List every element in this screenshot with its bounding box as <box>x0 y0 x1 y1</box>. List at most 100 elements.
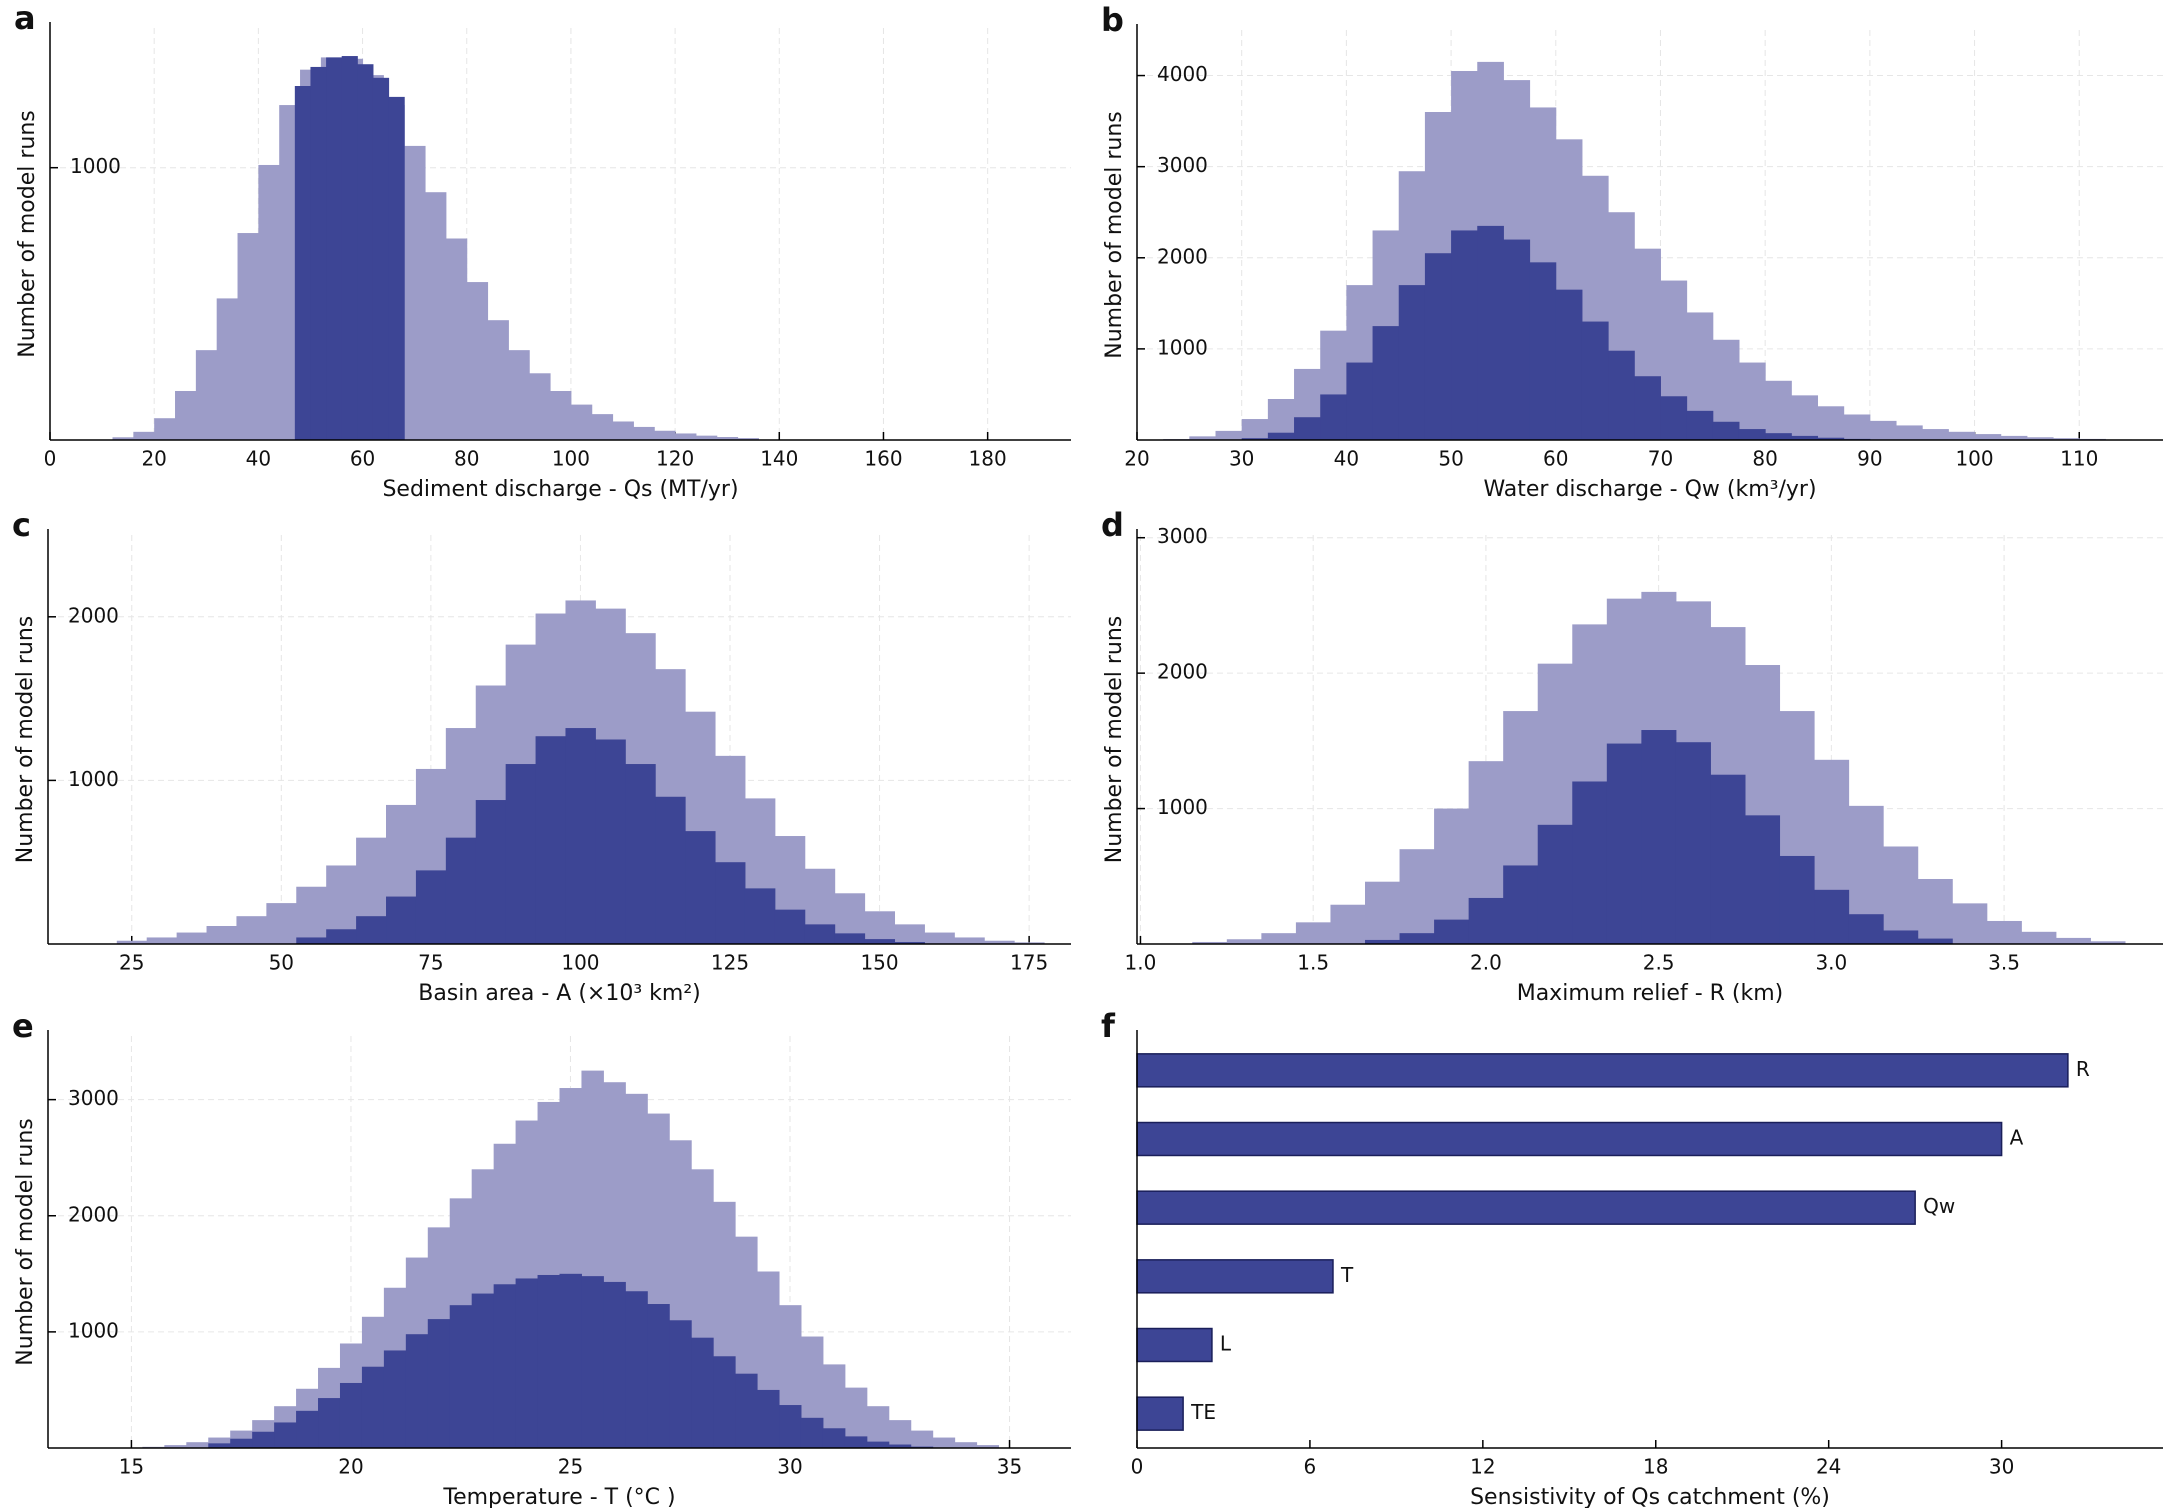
x-tick-label: 20 <box>141 447 166 471</box>
histogram-bar <box>1399 933 1435 944</box>
y-tick-label: 2000 <box>68 603 119 627</box>
histogram-bar <box>2000 435 2028 440</box>
histogram-bar <box>445 837 477 944</box>
histogram-bar <box>984 940 1015 944</box>
histogram-bar <box>735 1373 758 1448</box>
histogram-bar <box>1765 380 1792 440</box>
x-tick-label: 90 <box>1857 447 1882 471</box>
x-tick-label: 40 <box>246 447 271 471</box>
histogram-bar <box>612 421 634 440</box>
x-tick-label: 3.0 <box>1815 951 1847 975</box>
histogram-bar <box>844 1387 868 1448</box>
x-tick-label: 20 <box>1124 447 1149 471</box>
histogram-bar <box>356 916 387 944</box>
bar <box>1136 1053 2069 1088</box>
histogram-bar <box>695 435 718 440</box>
histogram-bar <box>339 1382 363 1448</box>
y-tick-label: 2000 <box>68 1202 119 1226</box>
histogram-bar <box>1608 350 1635 440</box>
histogram-bar <box>1686 410 1714 440</box>
histogram-bar <box>932 1437 956 1448</box>
histogram-bar <box>570 404 593 440</box>
x-tick-label: 140 <box>760 447 798 471</box>
x-tick-label: 50 <box>1438 447 1463 471</box>
histogram-bar <box>716 437 739 440</box>
histogram-bar <box>1974 434 2002 440</box>
histogram-bar <box>1817 437 1845 440</box>
histogram-bar <box>1215 430 1243 440</box>
histogram-bar <box>1226 939 1262 944</box>
histogram-bar <box>1503 865 1539 944</box>
histogram-bar <box>475 800 507 944</box>
histogram-bar <box>866 1441 890 1448</box>
histogram-bar <box>1581 321 1609 440</box>
histogram-bar <box>146 937 178 944</box>
histogram-bar <box>1294 417 1321 440</box>
histogram-bar <box>713 1356 736 1448</box>
y-tick-label: 1000 <box>1157 335 1208 359</box>
histogram-bar <box>603 1281 626 1448</box>
histogram-bar <box>1330 904 1366 944</box>
histogram-bar <box>266 903 297 944</box>
bar <box>1136 1259 1334 1294</box>
histogram-bar <box>2026 437 2054 440</box>
x-tick-label: 12 <box>1470 1455 1495 1479</box>
histogram-bar <box>154 418 176 440</box>
x-tick-label: 2.0 <box>1470 951 1502 975</box>
histogram-bar <box>581 1276 604 1448</box>
histogram-bar <box>625 1291 648 1448</box>
histogram-bar <box>1295 922 1331 944</box>
histogram-bar <box>669 1320 692 1448</box>
histogram-bar <box>529 373 551 440</box>
histogram-bar <box>1917 878 1953 944</box>
x-axis-label: Sediment discharge - Qs (MT/yr) <box>382 477 738 502</box>
x-tick-label: 60 <box>1543 447 1568 471</box>
histogram-bar <box>2055 937 2091 944</box>
histogram-bar <box>1365 939 1401 944</box>
histogram-bar <box>216 298 239 440</box>
histogram-bar <box>236 916 267 944</box>
histogram-bar <box>274 1422 297 1448</box>
histogram-bar <box>1814 889 1850 944</box>
x-tick-label: 80 <box>454 447 479 471</box>
histogram-bar <box>112 437 134 440</box>
histogram-bar <box>471 1293 495 1448</box>
histogram-bar <box>466 282 489 440</box>
histogram-bar <box>1503 239 1531 440</box>
x-tick-label: 80 <box>1752 447 1777 471</box>
panel-label: b <box>1101 1 1124 39</box>
bar-label: R <box>2076 1057 2090 1081</box>
histogram-bar <box>1477 225 1504 440</box>
histogram-bar <box>633 426 655 440</box>
histogram-bar <box>559 1273 582 1448</box>
histogram-bar <box>1241 438 1269 440</box>
x-tick-label: 150 <box>860 951 898 975</box>
x-tick-label: 100 <box>552 447 590 471</box>
y-tick-label: 3000 <box>1157 524 1208 548</box>
histogram-bar <box>230 1438 253 1448</box>
x-tick-label: 160 <box>864 447 902 471</box>
histogram-bar <box>834 933 866 944</box>
y-tick-label: 1000 <box>1157 795 1208 819</box>
panel-label: d <box>1101 506 1124 544</box>
histogram-bar <box>774 909 806 944</box>
histogram-bar <box>1869 420 1897 440</box>
bar <box>1136 1121 2003 1157</box>
bar <box>1136 1190 1916 1225</box>
histogram-bar <box>1745 815 1781 944</box>
histogram-bar <box>924 932 955 944</box>
histogram-bar <box>404 145 426 440</box>
histogram-bar <box>1791 435 1819 440</box>
histogram-bar <box>1320 394 1347 440</box>
histogram-bar <box>206 926 237 944</box>
x-tick-label: 110 <box>2060 447 2098 471</box>
histogram-bar <box>1843 414 1871 440</box>
histogram-bar <box>515 1278 539 1448</box>
x-tick-label: 180 <box>969 447 1007 471</box>
histogram-bar <box>737 438 759 440</box>
histogram-bar <box>1424 253 1452 440</box>
histogram-bar <box>296 886 327 944</box>
x-axis-label: Basin area - A (×10³ km²) <box>418 981 701 1006</box>
bar-label: T <box>1340 1263 1354 1287</box>
